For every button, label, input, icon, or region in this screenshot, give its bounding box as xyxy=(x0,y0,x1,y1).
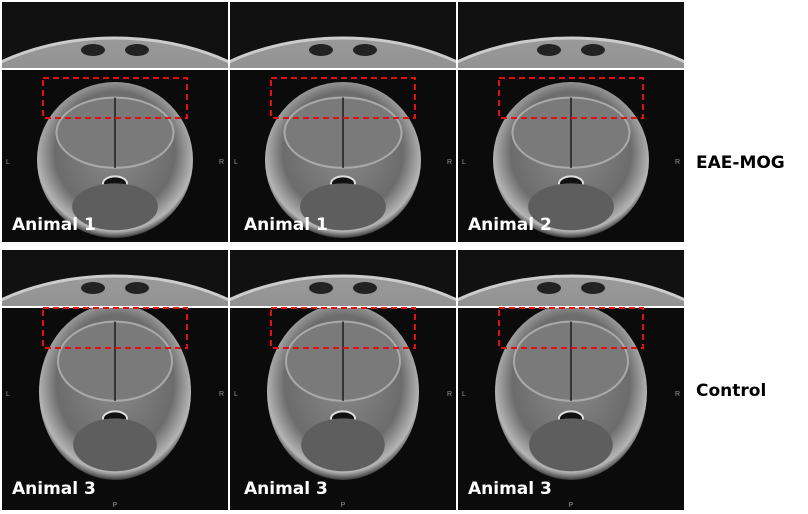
roi-box xyxy=(42,307,188,349)
ventricle xyxy=(81,44,105,56)
orientation-right: R xyxy=(219,159,224,166)
ventricle xyxy=(581,282,605,294)
jaw xyxy=(528,183,614,231)
orientation-right: R xyxy=(675,159,680,166)
ventricle xyxy=(353,282,377,294)
roi-box xyxy=(42,77,188,119)
animal-label: Animal 1 xyxy=(12,215,96,235)
ventricle xyxy=(353,44,377,56)
skull-zoom xyxy=(2,36,228,68)
skull-zoom xyxy=(230,274,456,306)
orientation-posterior: P xyxy=(569,502,574,509)
orientation-posterior: P xyxy=(113,502,118,509)
ventricle xyxy=(309,282,333,294)
group-label: EAE-MOG xyxy=(696,153,785,173)
roi-box xyxy=(270,77,416,119)
orientation-left: L xyxy=(462,159,466,166)
roi-box xyxy=(498,307,644,349)
animal-label: Animal 1 xyxy=(244,215,328,235)
jaw xyxy=(529,418,613,472)
skull-zoom xyxy=(458,36,684,68)
orientation-left: L xyxy=(462,391,466,398)
orientation-posterior: P xyxy=(341,502,346,509)
jaw xyxy=(300,183,386,231)
ventricle xyxy=(81,282,105,294)
orientation-right: R xyxy=(675,391,680,398)
orientation-right: R xyxy=(447,159,452,166)
ventricle xyxy=(309,44,333,56)
orientation-left: L xyxy=(234,159,238,166)
ventricle xyxy=(125,44,149,56)
orientation-right: R xyxy=(447,391,452,398)
animal-label: Animal 3 xyxy=(12,479,96,499)
ventricle xyxy=(581,44,605,56)
animal-label: Animal 2 xyxy=(468,215,552,235)
orientation-left: L xyxy=(6,391,10,398)
animal-label: Animal 3 xyxy=(244,479,328,499)
jaw xyxy=(73,418,157,472)
skull-zoom xyxy=(2,274,228,306)
ventricle xyxy=(537,44,561,56)
orientation-left: L xyxy=(6,159,10,166)
orientation-left: L xyxy=(234,391,238,398)
ventricle xyxy=(537,282,561,294)
jaw xyxy=(301,418,385,472)
roi-box xyxy=(270,307,416,349)
ventricle xyxy=(125,282,149,294)
skull-zoom xyxy=(458,274,684,306)
group-label: Control xyxy=(696,381,766,401)
skull-zoom xyxy=(230,36,456,68)
animal-label: Animal 3 xyxy=(468,479,552,499)
jaw xyxy=(72,183,158,231)
roi-box xyxy=(498,77,644,119)
orientation-right: R xyxy=(219,391,224,398)
